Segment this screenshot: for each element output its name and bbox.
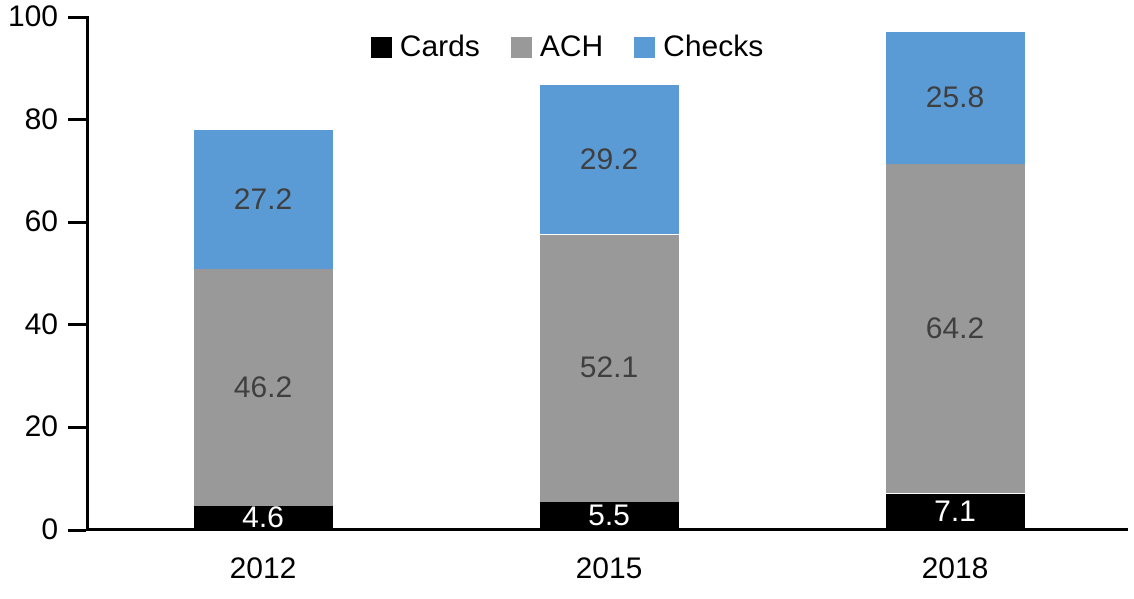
y-axis-tick-label: 80: [24, 102, 58, 136]
legend-item-cards: Cards: [370, 30, 480, 63]
bar-segment-cards-2015: 5.5: [539, 498, 679, 532]
y-axis-tick: [68, 15, 86, 19]
y-axis-tick: [68, 528, 86, 532]
bar-segment-cards-2012: 4.6: [193, 501, 333, 534]
legend-swatch-checks: [634, 36, 656, 58]
legend-label: ACH: [539, 30, 604, 63]
y-axis-tick-label: 60: [24, 205, 58, 239]
x-axis-label-2015: 2015: [575, 552, 643, 585]
data-label: 29.2: [579, 142, 639, 176]
legend-swatch-ach: [510, 36, 532, 58]
bar-segment-ach-2018: 64.2: [885, 164, 1025, 494]
y-axis-tick-label: 40: [24, 307, 58, 341]
y-axis-tick-label: 100: [7, 0, 58, 33]
data-label: 27.2: [233, 182, 293, 216]
y-axis-tick: [68, 323, 86, 327]
bar-segment-cards-2018: 7.1: [885, 493, 1025, 530]
data-label: 64.2: [925, 311, 985, 345]
legend-label: Cards: [399, 30, 480, 63]
data-label: 25.8: [925, 81, 985, 115]
y-axis-tick: [68, 118, 86, 122]
data-label: 46.2: [233, 370, 293, 404]
legend-swatch-cards: [370, 36, 392, 58]
data-label: 5.5: [588, 498, 630, 532]
bar-segment-ach-2012: 46.2: [193, 269, 333, 507]
bar-segment-checks-2012: 27.2: [193, 129, 333, 270]
y-axis-tick: [68, 425, 86, 429]
legend-label: Checks: [663, 30, 764, 63]
y-axis-tick: [68, 220, 86, 224]
bar-segment-checks-2015: 29.2: [539, 84, 679, 235]
y-axis-line: [86, 16, 89, 531]
bar-segment-ach-2015: 52.1: [539, 234, 679, 502]
data-label: 7.1: [934, 494, 976, 528]
data-label: 52.1: [579, 351, 639, 385]
legend-item-checks: Checks: [634, 31, 763, 63]
y-axis-tick-label: 0: [41, 513, 58, 546]
y-axis-tick-label: 20: [24, 410, 58, 444]
x-axis-line: [86, 528, 1128, 531]
legend-item-ach: ACH: [510, 30, 604, 63]
legend: Cards ACH Checks: [0, 31, 1134, 63]
x-axis-label-2018: 2018: [921, 552, 989, 585]
bar-segment-checks-2018: 25.8: [885, 31, 1025, 165]
x-axis-label-2012: 2012: [229, 552, 297, 585]
